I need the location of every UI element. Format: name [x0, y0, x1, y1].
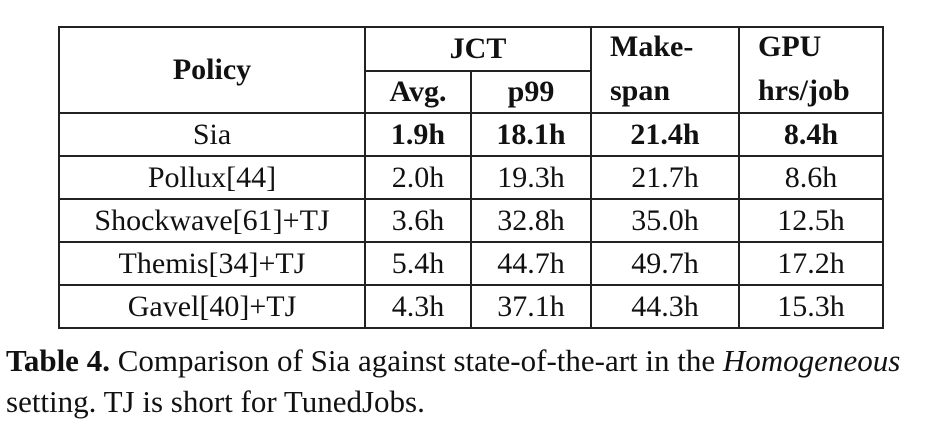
makespan-header: Make- span [590, 26, 740, 114]
makespan-cell: 21.4h [590, 112, 740, 157]
p99-jct-cell: 32.8h [470, 198, 592, 243]
policy-cell: Sia [58, 112, 366, 157]
table-row: Pollux[44] 2.0h 19.3h 21.7h 8.6h [58, 155, 884, 200]
p99-jct-cell: 37.1h [470, 284, 592, 329]
table-row: Sia 1.9h 18.1h 21.4h 8.4h [58, 112, 884, 157]
policy-cell: Pollux[44] [58, 155, 366, 200]
avg-jct-cell: 4.3h [364, 284, 472, 329]
p99-jct-cell: 18.1h [470, 112, 592, 157]
table-row: Themis[34]+TJ 5.4h 44.7h 49.7h 17.2h [58, 241, 884, 286]
p99-header: p99 [470, 70, 592, 114]
makespan-cell: 35.0h [590, 198, 740, 243]
makespan-cell: 44.3h [590, 284, 740, 329]
makespan-header-line1: Make- [610, 30, 694, 63]
avg-header: Avg. [364, 70, 472, 114]
avg-jct-cell: 2.0h [364, 155, 472, 200]
gpu-hours-cell: 8.4h [738, 112, 884, 157]
table-row: Gavel[40]+TJ 4.3h 37.1h 44.3h 15.3h [58, 284, 884, 329]
header-row-2: Avg. p99 [59, 70, 883, 114]
caption-text-1: Comparison of Sia against state-of-the-a… [109, 343, 723, 378]
results-table-container: Policy JCT Make- span GPU hrs/job Avg. [58, 26, 884, 329]
caption-text-2: setting. TJ is short for TunedJobs. [6, 384, 425, 419]
avg-jct-cell: 5.4h [364, 241, 472, 286]
makespan-cell: 49.7h [590, 241, 740, 286]
p99-jct-cell: 44.7h [470, 241, 592, 286]
makespan-header-line2: span [610, 74, 671, 107]
p99-jct-cell: 19.3h [470, 155, 592, 200]
gpu-hours-cell: 17.2h [738, 241, 884, 286]
policy-cell: Shockwave[61]+TJ [58, 198, 366, 243]
policy-cell: Themis[34]+TJ [58, 241, 366, 286]
policy-header: Policy [58, 26, 366, 114]
comparison-table: Policy JCT Make- span GPU hrs/job Avg. [58, 26, 884, 329]
avg-jct-cell: 3.6h [364, 198, 472, 243]
avg-jct-cell: 1.9h [364, 112, 472, 157]
makespan-cell: 21.7h [590, 155, 740, 200]
policy-cell: Gavel[40]+TJ [58, 284, 366, 329]
table-caption: Table 4. Comparison of Sia against state… [6, 340, 941, 422]
caption-italic: Homogeneous [722, 343, 901, 378]
gpu-header-line1: GPU [758, 30, 822, 63]
gpu-hours-cell: 15.3h [738, 284, 884, 329]
gpu-hours-cell: 12.5h [738, 198, 884, 243]
header-row-1: Policy JCT Make- span GPU hrs/job [58, 26, 884, 114]
table-row: Shockwave[61]+TJ 3.6h 32.8h 35.0h 12.5h [58, 198, 884, 243]
caption-label: Table 4. [6, 343, 110, 378]
gpu-header-line2: hrs/job [758, 74, 850, 107]
gpu-hours-header: GPU hrs/job [738, 26, 884, 114]
gpu-hours-cell: 8.6h [738, 155, 884, 200]
jct-header: JCT [364, 26, 592, 72]
